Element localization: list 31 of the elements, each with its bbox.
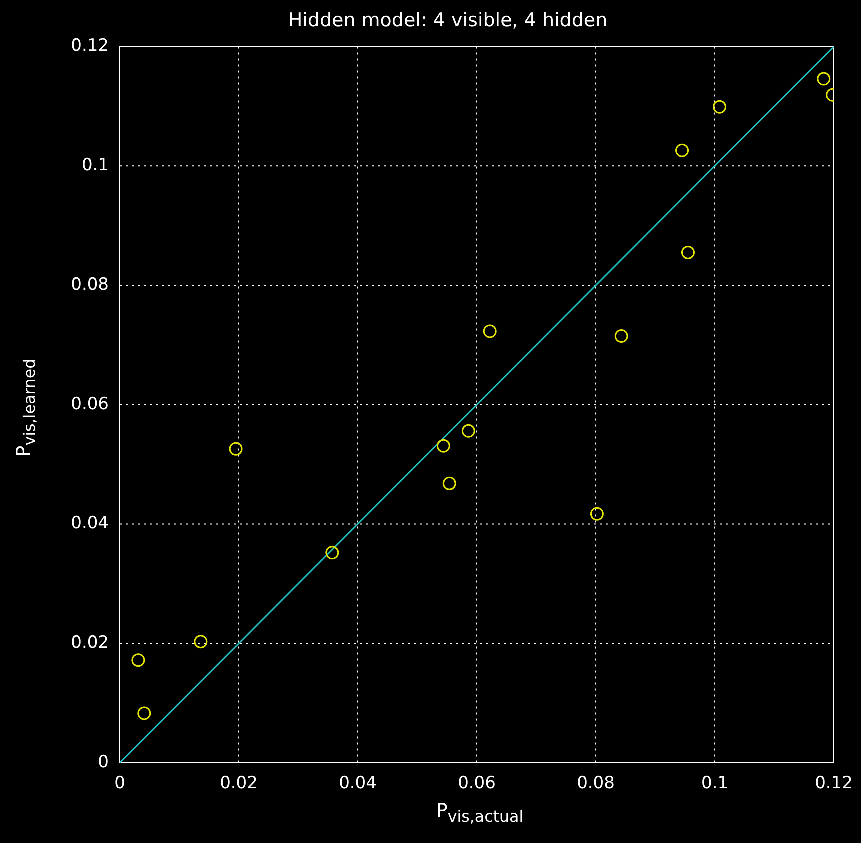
- chart-title: Hidden model: 4 visible, 4 hidden: [288, 9, 608, 32]
- point: [442, 476, 456, 490]
- point: [590, 507, 604, 521]
- point: [713, 100, 727, 114]
- point: [194, 635, 208, 649]
- point: [326, 546, 340, 560]
- x-tick-label: 0: [114, 774, 126, 794]
- point: [676, 144, 690, 158]
- y-tick-label: 0.1: [82, 156, 109, 176]
- point: [817, 72, 831, 86]
- y-tick-label: 0.04: [71, 514, 109, 534]
- y-tick-label: 0.02: [71, 633, 109, 654]
- y-tick-label: 0.12: [71, 36, 109, 56]
- x-tick-label: 0.04: [339, 774, 377, 794]
- point: [132, 654, 146, 668]
- point: [229, 442, 243, 456]
- point: [614, 330, 628, 344]
- point: [681, 246, 695, 260]
- point: [436, 439, 450, 453]
- point: [462, 424, 476, 438]
- x-tick-label: 0.12: [815, 774, 853, 794]
- x-tick-label: 0.02: [220, 774, 258, 794]
- x-axis-title: P$_{vis,actual}$: [435, 800, 525, 826]
- point: [138, 706, 152, 720]
- y-tick-label: 0.08: [71, 274, 109, 295]
- y-tick-label: 0: [98, 752, 109, 772]
- x-tick-label: 0.1: [701, 774, 729, 794]
- x-tick-label: 0.08: [577, 774, 615, 794]
- y-tick-label: 0.06: [71, 394, 109, 414]
- point: [483, 324, 497, 338]
- x-tick-label: 0.06: [458, 774, 496, 794]
